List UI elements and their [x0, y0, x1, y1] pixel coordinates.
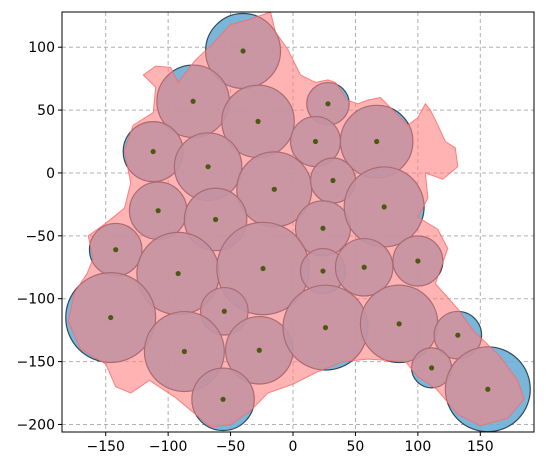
x-tick-label: 0: [289, 439, 298, 455]
y-tick-label: −150: [17, 355, 55, 371]
y-tick-label: 0: [46, 166, 55, 182]
center-point: [150, 148, 156, 155]
center-point: [396, 321, 402, 327]
x-tick-label: 50: [347, 439, 365, 455]
center-point: [374, 138, 380, 145]
center-point: [155, 208, 161, 214]
center-point: [320, 268, 326, 274]
center-point: [320, 225, 326, 231]
center-point: [260, 265, 266, 272]
center-point: [175, 270, 181, 277]
center-point: [485, 386, 491, 392]
target-region: [67, 12, 525, 428]
axis-ticks: −150 −100 −50 0 50 100 150 −200 −150 −100 −50 0 50 10…: [17, 40, 494, 455]
center-point: [221, 308, 227, 314]
x-tick-label: −150: [86, 439, 124, 455]
center-point: [381, 204, 387, 210]
y-tick-label: 50: [37, 103, 55, 119]
center-point: [322, 325, 329, 331]
center-point: [312, 138, 319, 145]
center-point: [415, 258, 421, 264]
center-point: [361, 264, 367, 270]
x-tick-label: −100: [149, 439, 187, 455]
center-point: [325, 101, 331, 107]
center-point: [181, 348, 187, 355]
center-point: [113, 247, 119, 253]
center-point: [330, 177, 336, 184]
center-point: [205, 164, 211, 170]
center-point: [271, 186, 277, 192]
plot-frame: [61, 11, 535, 433]
center-point: [108, 314, 114, 321]
y-tick-label: −50: [25, 229, 55, 245]
center-point: [255, 118, 261, 125]
x-tick-label: 100: [405, 439, 432, 455]
center-point: [190, 98, 196, 104]
center-point: [240, 48, 246, 54]
y-tick-label: 100: [28, 40, 55, 56]
center-point: [429, 365, 435, 371]
x-tick-label: −50: [216, 439, 246, 455]
center-point: [212, 216, 219, 223]
y-tick-label: −100: [17, 292, 55, 308]
center-points: [108, 48, 491, 402]
center-point: [256, 347, 262, 353]
center-point: [220, 396, 226, 402]
region-layer: [67, 12, 525, 428]
center-point: [455, 332, 461, 338]
x-tick-label: 150: [467, 439, 494, 455]
y-tick-label: −200: [17, 417, 55, 433]
